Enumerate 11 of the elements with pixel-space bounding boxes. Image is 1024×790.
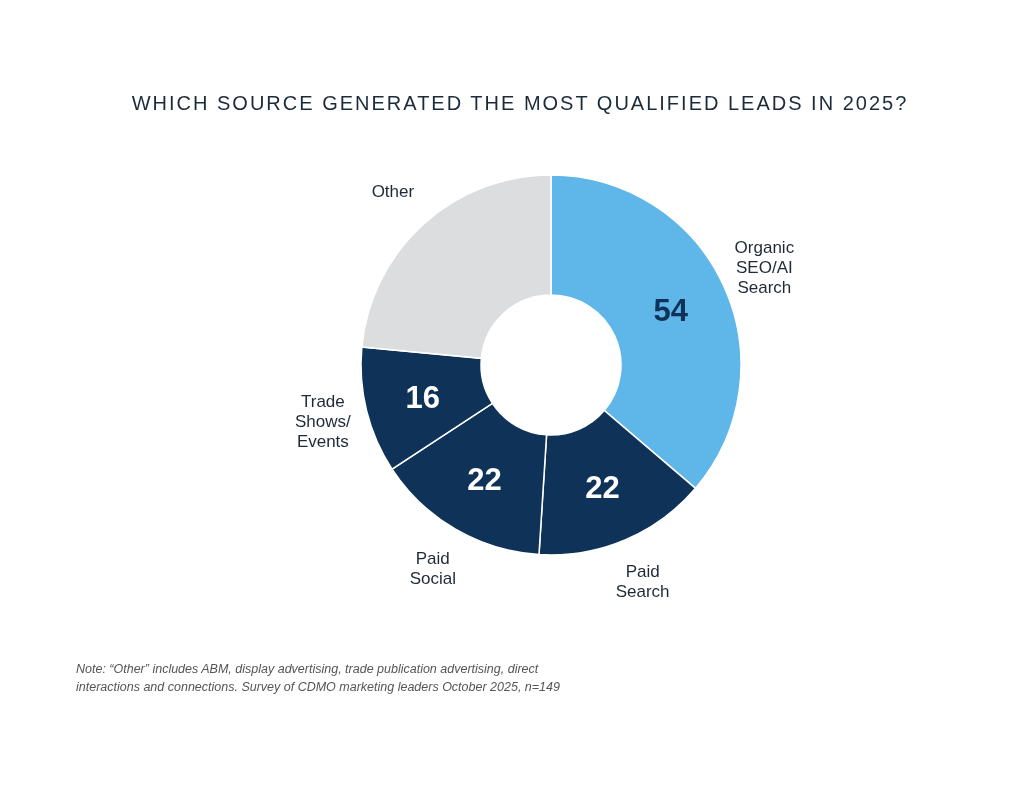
slice-label: Organic SEO/AI Search <box>734 237 795 297</box>
text: Note: “Other” includes ABM, display advertising, trade publication advertising, direct interactions and connections. Survey of CDMO marketing leaders October 2025, n=149 <box>76 662 560 694</box>
slice-label: Paid Search <box>615 562 670 602</box>
slice-label: Paid Social <box>409 549 456 589</box>
data-label: 16 <box>405 379 441 415</box>
slice-label: Other <box>371 182 415 202</box>
chart-title: WHICH SOURCE GENERATED THE MOST QUALIFIED LEADS IN 2025? <box>131 92 909 114</box>
data-label: 22 <box>585 469 620 505</box>
slice-label: Trade Shows/ Events <box>295 392 352 452</box>
data-label: 54 <box>653 292 689 328</box>
data-label: 22 <box>467 462 502 498</box>
